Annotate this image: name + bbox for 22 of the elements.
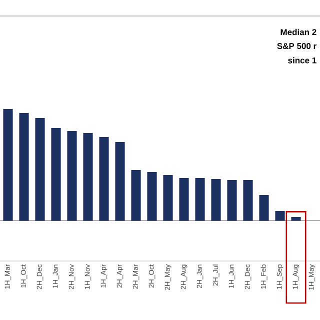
bar: [3, 108, 13, 221]
text: since 1: [288, 57, 316, 64]
bar: [179, 178, 189, 221]
bar: [259, 195, 269, 221]
bar: [163, 175, 173, 221]
text: S&P 500 r: [277, 43, 316, 50]
bar: [19, 113, 29, 221]
bar: [227, 180, 237, 221]
bar: [35, 118, 45, 221]
bar: [115, 142, 125, 221]
bar: [291, 217, 301, 221]
bar: [275, 210, 285, 221]
bar: [51, 128, 61, 221]
bar: [99, 137, 109, 221]
bar: [147, 172, 157, 221]
text: Median 2: [280, 28, 316, 36]
bar: [211, 179, 221, 221]
bar: [131, 170, 141, 221]
bar: [195, 178, 205, 221]
bar: [83, 133, 93, 221]
bar: [243, 180, 253, 221]
bar: [67, 131, 77, 221]
